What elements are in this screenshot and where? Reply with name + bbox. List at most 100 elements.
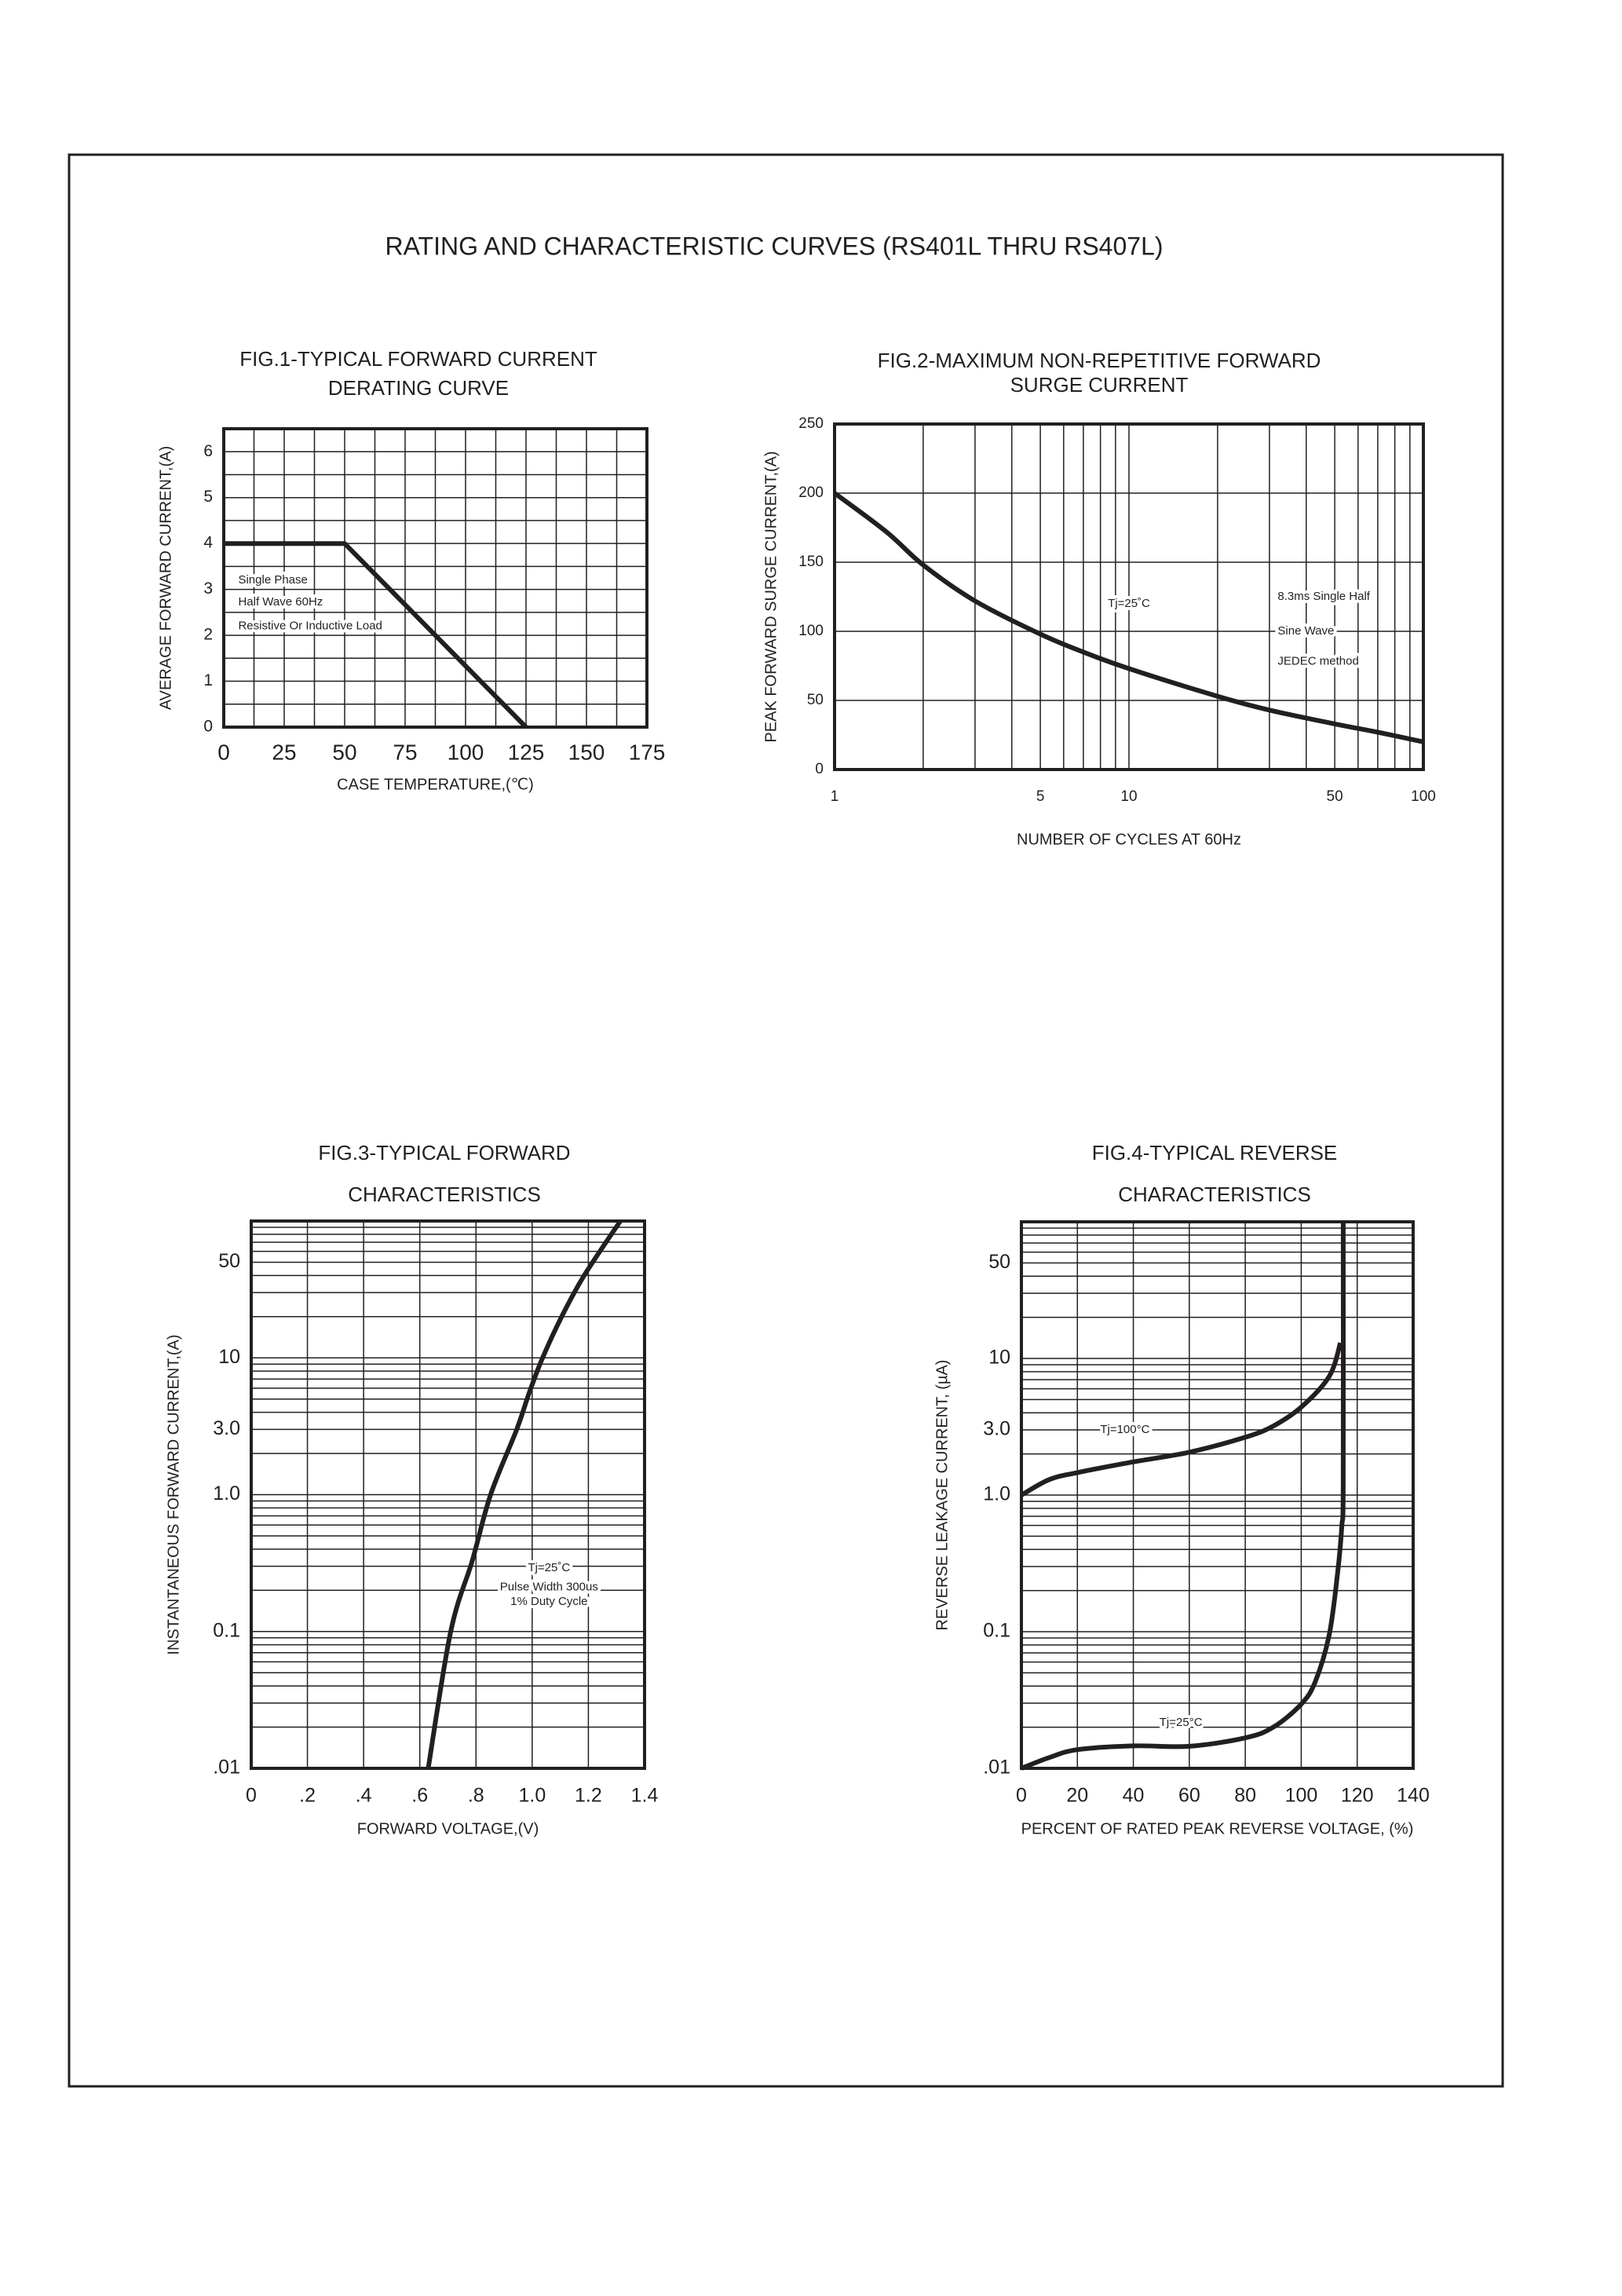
y-tick-label: 3 [203,579,213,598]
y-tick-label: 5 [203,488,213,506]
gridlines [224,429,647,727]
y-axis-label: AVERAGE FORWARD CURRENT,(A) [157,446,174,710]
y-tick-label: 4 [203,534,213,552]
y-tick-label: 150 [798,554,824,570]
charts: FIG.1-TYPICAL FORWARD CURRENT DERATING CU… [157,347,1436,1837]
x-tick-label: .6 [411,1785,428,1807]
x-tick-label: 0 [217,740,230,764]
x-tick-label: 1.4 [631,1785,659,1807]
chart-title-line: FIG.1-TYPICAL FORWARD CURRENT [239,347,597,371]
chart-title-line: DERATING CURVE [328,376,509,400]
x-tick-label: 0 [246,1785,257,1807]
x-tick-label: 80 [1234,1785,1256,1807]
y-axis-label: REVERSE LEAKAGE CURRENT, (µA) [933,1360,951,1631]
y-tick-label: 0 [815,761,824,777]
x-axis-label: PERCENT OF RATED PEAK REVERSE VOLTAGE, (… [1021,1820,1414,1837]
chart-title-line: CHARACTERISTICS [1118,1183,1311,1206]
x-tick-label: 10 [1120,788,1137,805]
gridlines [1021,1222,1413,1768]
y-tick-label: 200 [798,484,824,501]
x-tick-label: 5 [1036,788,1045,805]
y-tick-label: 50 [218,1250,240,1272]
chart-title-line: FIG.4-TYPICAL REVERSE [1092,1141,1338,1164]
chart-title-line: SURGE CURRENT [1010,373,1189,397]
y-tick-label: .01 [983,1757,1010,1779]
x-tick-label: 25 [272,740,296,764]
y-axis-label: INSTANTANEOUS FORWARD CURRENT,(A) [165,1334,182,1654]
page-title: RATING AND CHARACTERISTIC CURVES (RS401L… [385,232,1163,260]
series-label: Tj=100°C [1100,1423,1149,1436]
y-tick-label: 100 [798,623,824,639]
y-tick-label: 1.0 [983,1483,1010,1505]
x-tick-label: 175 [629,740,666,764]
x-tick-label: 100 [1285,1785,1318,1807]
y-tick-label: 10 [988,1347,1010,1369]
y-tick-label: 0.1 [213,1619,240,1641]
chart-fig4: FIG.4-TYPICAL REVERSE CHARACTERISTICS 0 20 4… [933,1141,1430,1837]
y-tick-label: 50 [807,692,824,708]
x-tick-label: 0 [1016,1785,1027,1807]
y-tick-label: 50 [988,1251,1010,1273]
annotation-text: Half Wave 60Hz [238,595,323,609]
chart-title-line: FIG.3-TYPICAL FORWARD [318,1141,570,1164]
plot-frame [222,427,648,729]
x-tick-label: 50 [1327,788,1343,805]
y-tick-label: 3.0 [983,1418,1010,1440]
x-axis-label: CASE TEMPERATURE,(℃) [337,776,534,793]
plot-frame [833,422,1425,771]
gridlines [835,424,1423,770]
x-tick-label: 1 [831,788,839,805]
y-tick-label: 250 [798,415,824,432]
annotation-text: 8.3ms Single Half [1277,590,1370,603]
y-tick-label: 0 [203,718,213,736]
annotation-text: Tj=25˚C [1108,597,1150,610]
x-tick-label: 50 [332,740,356,764]
y-tick-label: 6 [203,442,213,460]
series-curve [224,541,528,729]
page-border [68,153,1504,2088]
x-tick-label: 125 [508,740,545,764]
chart-title-line: CHARACTERISTICS [348,1183,541,1206]
x-tick-label: 100 [448,740,484,764]
y-tick-label: 3.0 [213,1417,240,1439]
series-curve-tj25c [1020,1221,1346,1771]
gridlines [251,1221,645,1768]
x-tick-label: 140 [1397,1785,1430,1807]
y-axis-label: PEAK FORWARD SURGE CURRENT,(A) [762,451,780,742]
y-tick-label: 0.1 [983,1620,1010,1642]
annotation-text: Tj=25˚C [528,1561,570,1574]
y-tick-label: 1 [203,671,213,689]
annotation-text: Single Phase [238,573,307,587]
annotation-text: Sine Wave [1277,624,1334,638]
x-tick-label: 40 [1123,1785,1145,1807]
x-axis-label: FORWARD VOLTAGE,(V) [357,1820,539,1837]
y-tick-label: .01 [213,1757,240,1779]
series-curve [833,491,1424,744]
y-tick-label: 1.0 [213,1483,240,1504]
x-tick-label: .2 [299,1785,316,1807]
annotation-text: 1% Duty Cycle [510,1595,587,1608]
series-label: Tj=25°C [1160,1716,1203,1729]
chart-fig2: FIG.2-MAXIMUM NON-REPETITIVE FORWARDSURG… [762,349,1436,848]
x-tick-label: 60 [1178,1785,1200,1807]
plot-frame [250,1219,646,1770]
chart-fig1: FIG.1-TYPICAL FORWARD CURRENT DERATING CU… [157,347,665,793]
annotation-text: Pulse Width 300us [500,1581,598,1594]
x-tick-label: 1.0 [518,1785,546,1807]
chart-fig3: FIG.3-TYPICAL FORWARD CHARACTERISTICS 0 .2.… [165,1141,658,1837]
annotation-text: JEDEC method [1277,655,1358,668]
x-tick-label: 120 [1341,1785,1374,1807]
x-tick-label: 20 [1066,1785,1088,1807]
annotation-text: Resistive Or Inductive Load [238,619,382,632]
series-curve [426,1219,623,1769]
x-axis-label: NUMBER OF CYCLES AT 60Hz [1017,831,1241,848]
series-curve-tj100c [1020,1342,1343,1497]
x-tick-label: 100 [1411,788,1436,805]
y-tick-label: 10 [218,1346,240,1368]
x-tick-label: .4 [356,1785,372,1807]
x-tick-label: .8 [468,1785,484,1807]
y-tick-label: 2 [203,626,213,644]
chart-title-line: FIG.2-MAXIMUM NON-REPETITIVE FORWARD [878,349,1321,372]
x-tick-label: 1.2 [575,1785,602,1807]
